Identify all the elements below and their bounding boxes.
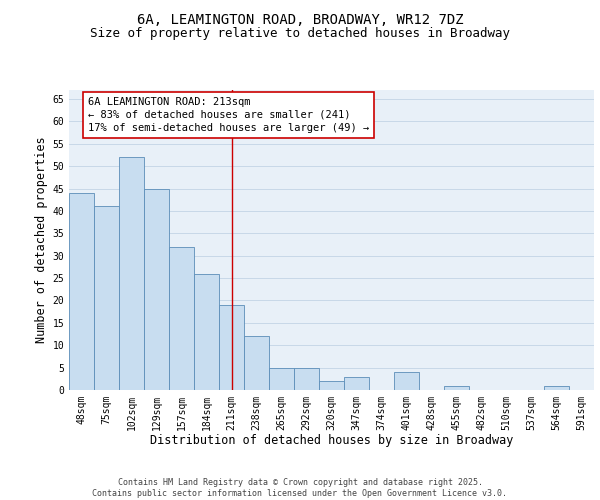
- Text: Size of property relative to detached houses in Broadway: Size of property relative to detached ho…: [90, 28, 510, 40]
- Bar: [145, 188, 169, 390]
- Text: 6A LEAMINGTON ROAD: 213sqm
← 83% of detached houses are smaller (241)
17% of sem: 6A LEAMINGTON ROAD: 213sqm ← 83% of deta…: [88, 96, 369, 133]
- Bar: [269, 368, 293, 390]
- Bar: [244, 336, 269, 390]
- Text: 6A, LEAMINGTON ROAD, BROADWAY, WR12 7DZ: 6A, LEAMINGTON ROAD, BROADWAY, WR12 7DZ: [137, 12, 463, 26]
- Bar: [295, 368, 319, 390]
- Bar: [220, 305, 244, 390]
- Bar: [70, 193, 94, 390]
- Bar: [544, 386, 569, 390]
- Bar: [394, 372, 419, 390]
- X-axis label: Distribution of detached houses by size in Broadway: Distribution of detached houses by size …: [150, 434, 513, 448]
- Bar: [344, 376, 368, 390]
- Text: Contains HM Land Registry data © Crown copyright and database right 2025.
Contai: Contains HM Land Registry data © Crown c…: [92, 478, 508, 498]
- Y-axis label: Number of detached properties: Number of detached properties: [35, 136, 48, 344]
- Bar: [169, 246, 194, 390]
- Bar: [445, 386, 469, 390]
- Bar: [194, 274, 218, 390]
- Bar: [319, 381, 344, 390]
- Bar: [94, 206, 119, 390]
- Bar: [119, 157, 143, 390]
